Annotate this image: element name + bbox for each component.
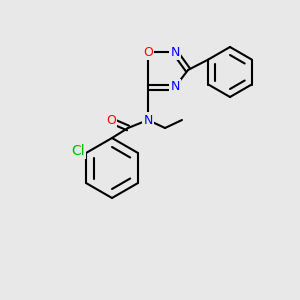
Text: Cl: Cl [71,144,85,158]
Text: N: N [143,113,153,127]
Text: O: O [143,46,153,59]
Text: N: N [170,80,180,94]
Text: N: N [170,46,180,59]
Text: O: O [106,113,116,127]
